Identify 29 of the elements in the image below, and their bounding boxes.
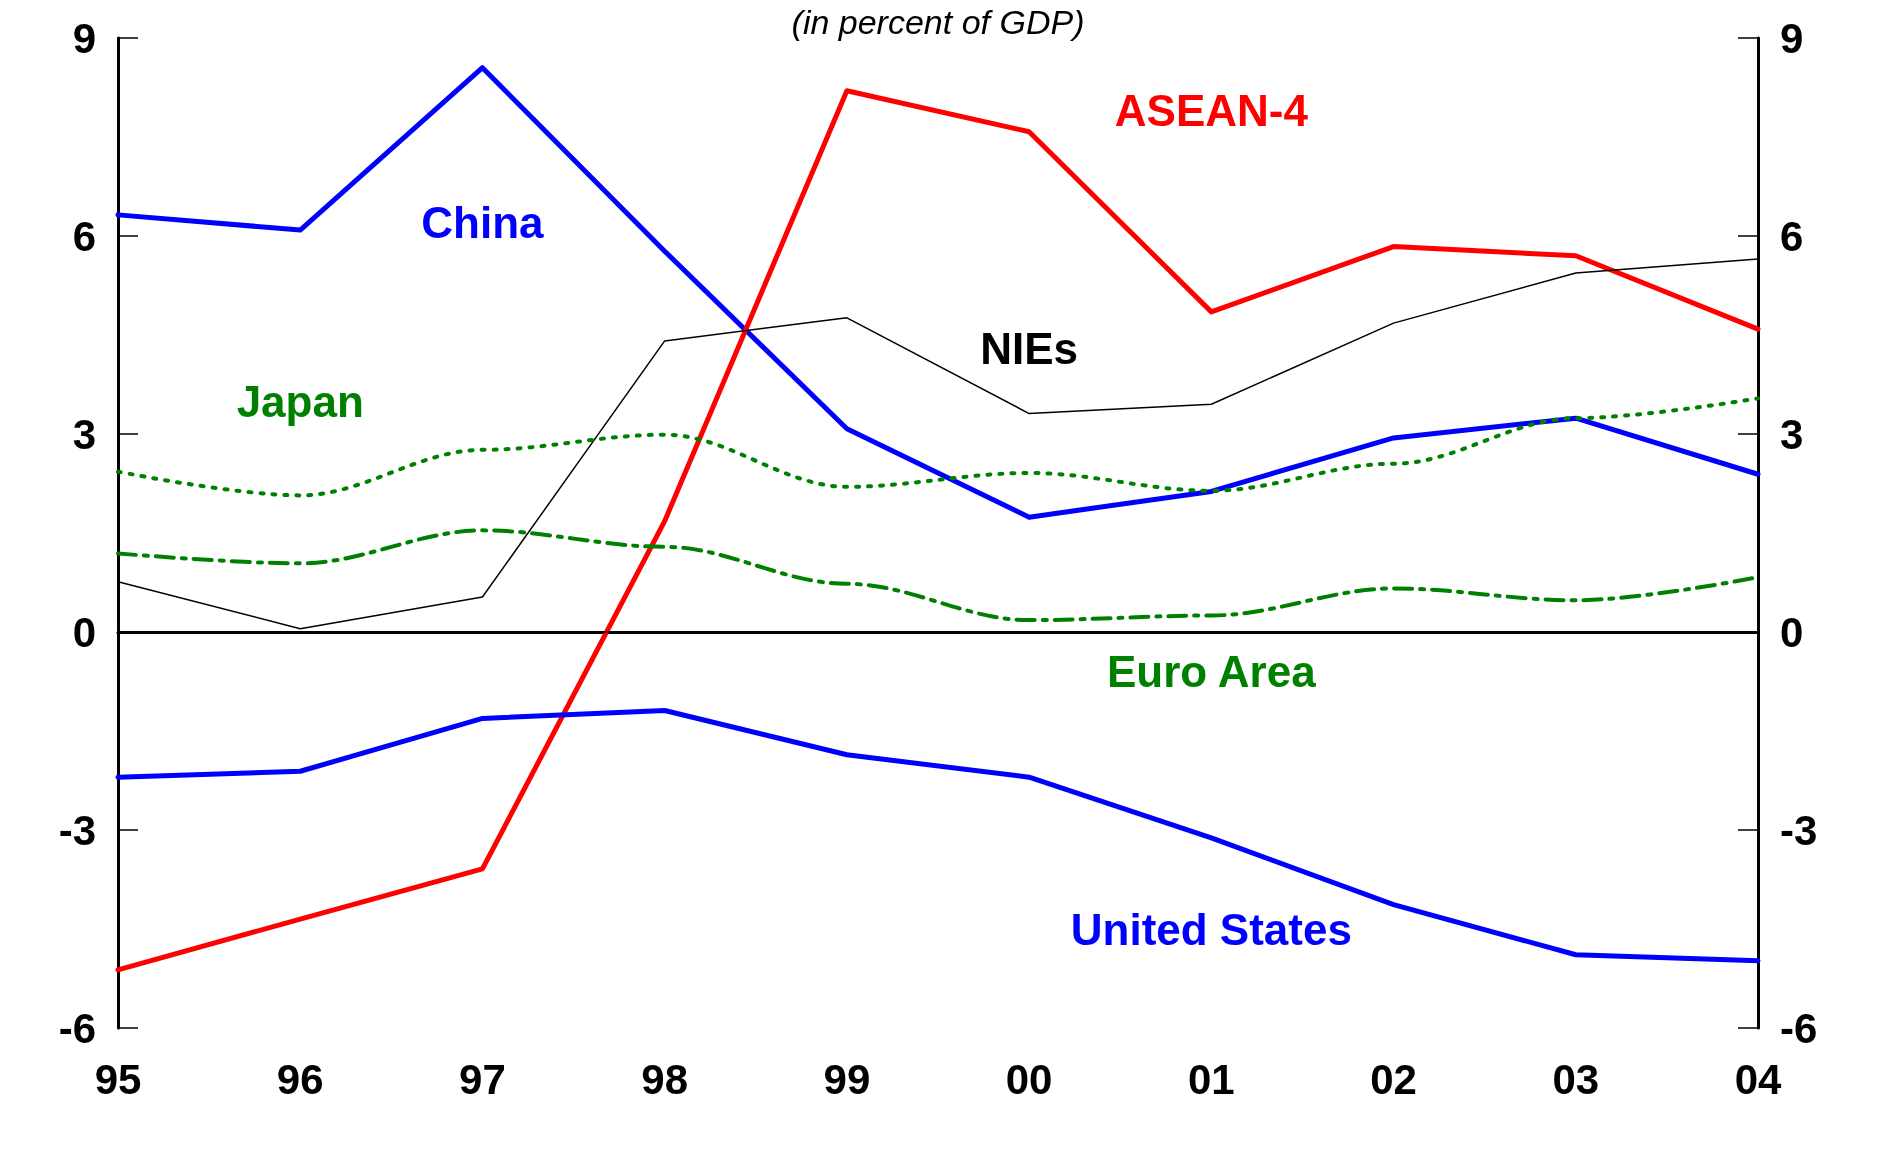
x-tick-label: 02 <box>1370 1055 1417 1103</box>
series-label: China <box>421 198 545 248</box>
x-tick-label: 95 <box>94 1055 142 1103</box>
y2-tick-label: 0 <box>1780 608 1804 656</box>
y-tick-label: 6 <box>72 212 96 260</box>
y-tick-label: -3 <box>58 806 96 854</box>
y-tick-label: 9 <box>72 14 96 62</box>
y2-tick-label: -3 <box>1780 806 1818 854</box>
chart-subtitle: (in percent of GDP) <box>791 3 1085 41</box>
series-label: United States <box>1070 904 1352 954</box>
x-tick-label: 97 <box>459 1055 506 1103</box>
series-label: NIEs <box>980 323 1079 373</box>
series-label: Euro Area <box>1107 647 1317 697</box>
x-tick-label: 01 <box>1187 1055 1235 1103</box>
x-tick-label: 03 <box>1552 1055 1600 1103</box>
series-label: ASEAN-4 <box>1114 86 1309 136</box>
y-tick-label: 3 <box>72 410 96 458</box>
x-tick-label: 96 <box>276 1055 324 1103</box>
x-tick-label: 04 <box>1734 1055 1782 1103</box>
y2-tick-label: 6 <box>1780 212 1804 260</box>
y-tick-label: 0 <box>72 608 96 656</box>
y2-tick-label: -6 <box>1780 1004 1818 1052</box>
y2-tick-label: 9 <box>1780 14 1804 62</box>
series-label: Japan <box>236 376 364 426</box>
y2-tick-label: 3 <box>1780 410 1804 458</box>
x-tick-label: 00 <box>1005 1055 1053 1103</box>
y-tick-label: -6 <box>58 1004 96 1052</box>
x-tick-label: 99 <box>823 1055 871 1103</box>
x-tick-label: 98 <box>641 1055 689 1103</box>
